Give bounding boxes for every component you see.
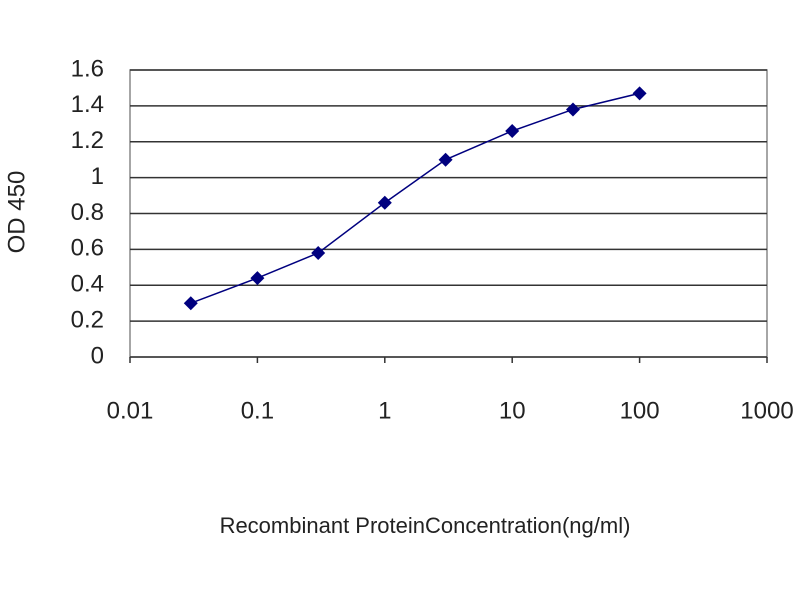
data-point	[250, 271, 265, 286]
x-tick-label: 10	[499, 397, 526, 424]
x-tick-label: 100	[620, 397, 660, 424]
x-axis-label: Recombinant ProteinConcentration(ng/ml)	[220, 513, 631, 538]
x-tick-label: 0.01	[107, 397, 154, 424]
x-tick-label: 0.1	[241, 397, 274, 424]
y-tick-label: 0.6	[71, 235, 104, 262]
data-point	[565, 102, 580, 117]
y-axis-label: OD 450	[3, 171, 30, 254]
x-tick-label: 1	[378, 397, 391, 424]
data-point	[505, 123, 520, 138]
data-point	[632, 86, 647, 101]
data-point	[183, 296, 198, 311]
y-tick-label: 0	[91, 342, 104, 369]
y-tick-label: 1	[91, 163, 104, 190]
line	[190, 92, 640, 304]
y-tick-label: 1.6	[71, 55, 104, 82]
y-tick-label: 0.4	[71, 271, 104, 298]
data-point	[438, 152, 453, 167]
y-tick-label: 1.4	[71, 91, 104, 118]
y-tick-label: 0.8	[71, 199, 104, 226]
y-tick-label: 1.2	[71, 127, 104, 154]
data-point	[377, 195, 392, 210]
data-point	[311, 245, 326, 260]
x-tick-label: 1000	[740, 397, 793, 424]
y-tick-label: 0.2	[71, 306, 104, 333]
